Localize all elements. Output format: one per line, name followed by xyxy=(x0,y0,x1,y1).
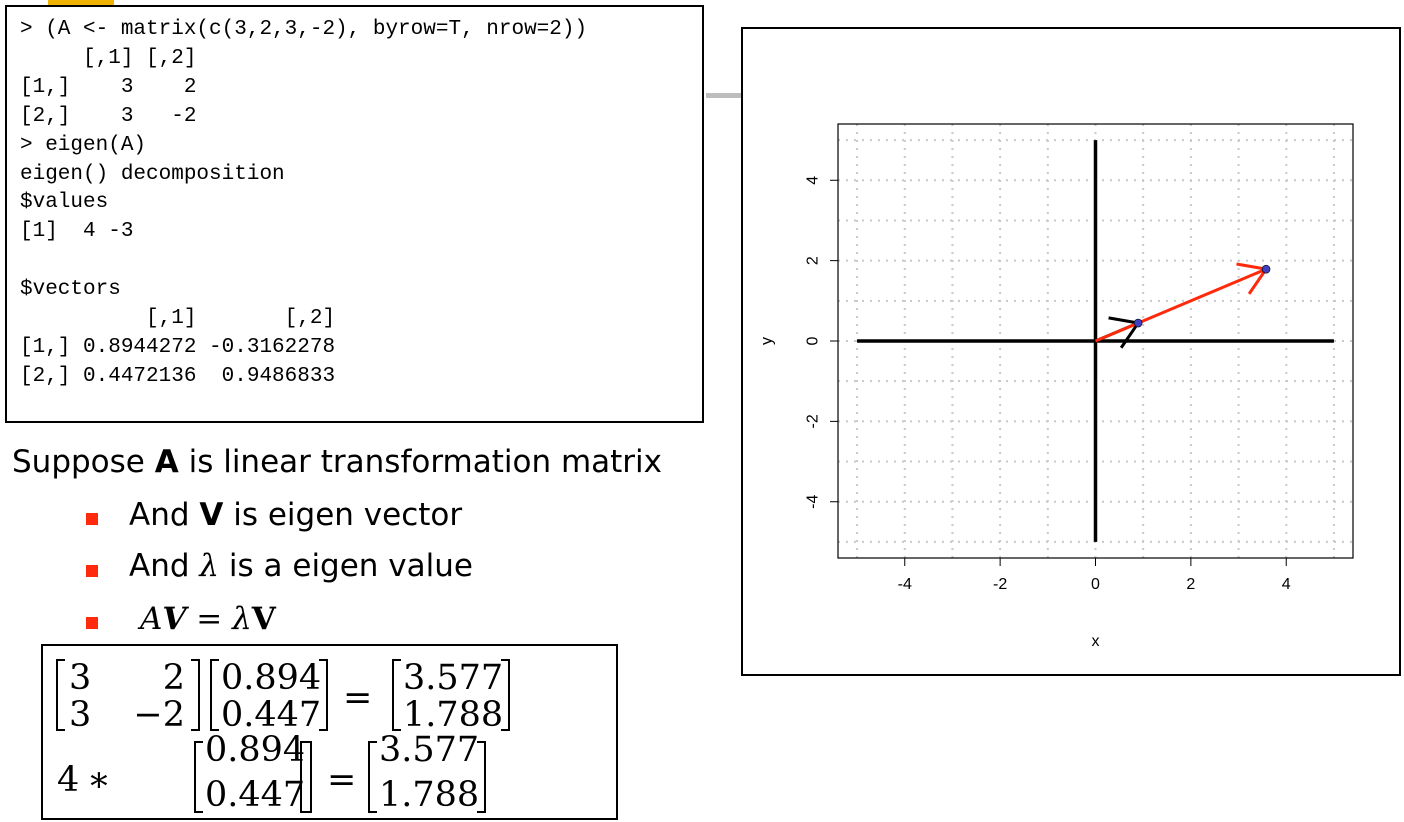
equals-sign: = xyxy=(327,760,356,800)
x-tick-label: 2 xyxy=(1186,576,1195,593)
bracket-left xyxy=(392,659,401,731)
matrix-a12: 2 xyxy=(163,658,185,698)
console-line: [1] 4 -3 xyxy=(20,220,134,244)
bullet-square xyxy=(86,565,98,577)
arrow-head xyxy=(1247,268,1268,295)
matrix-a11: 3 xyxy=(69,658,91,698)
data-point xyxy=(1261,264,1271,274)
result-2: 1.788 xyxy=(379,775,479,815)
y-tick-label: -4 xyxy=(805,495,822,509)
equals-sign: = xyxy=(343,678,372,718)
bracket-right xyxy=(477,741,486,813)
r-console-output: > (A <- matrix(c(3,2,3,-2), byrow=T, nro… xyxy=(5,5,704,423)
y-tick-label: 2 xyxy=(805,256,822,265)
bullet-square xyxy=(86,617,98,629)
vector-v1: 0.894 xyxy=(221,658,321,698)
console-line: [,1] [,2] xyxy=(20,307,336,331)
matrix-product-equation xyxy=(56,659,510,813)
bullet-equation: AV = λV xyxy=(140,601,276,637)
accent-strip xyxy=(48,0,114,5)
console-line: > (A <- matrix(c(3,2,3,-2), byrow=T, nro… xyxy=(20,18,588,41)
console-line: [1,] 3 2 xyxy=(20,75,197,99)
result-2: 1.788 xyxy=(403,695,503,735)
console-line: [2,] 0.4472136 0.9486833 xyxy=(20,364,336,388)
bracket-right xyxy=(319,659,328,731)
vector-v1: 0.894 xyxy=(205,730,305,770)
y-tick-label: -2 xyxy=(805,414,822,428)
bracket-left xyxy=(210,659,219,731)
console-line: $vectors xyxy=(20,278,121,302)
bracket-left xyxy=(56,659,65,731)
bracket-right xyxy=(501,659,510,731)
lambda-symbol: λ xyxy=(199,548,220,584)
matrix-a21: 3 xyxy=(69,695,91,735)
bracket-left xyxy=(194,741,203,813)
matrix-a22: −2 xyxy=(133,695,185,735)
y-tick-label: 0 xyxy=(805,336,822,345)
bracket-left xyxy=(300,741,309,813)
bracket-left xyxy=(368,741,377,813)
x-tick-label: 0 xyxy=(1091,576,1100,593)
y-tick-label: 4 xyxy=(805,176,822,185)
gray-divider xyxy=(706,93,744,98)
bullet-eigen-value: And λ is a eigen value xyxy=(129,548,473,584)
console-line: eigen() decomposition xyxy=(20,162,285,186)
arrow-shaft xyxy=(1094,267,1267,343)
eigen-vector-plot: -4 -2 0 2 4 -4 -2 0 2 4 x y xyxy=(759,123,1354,650)
times-sign: ∗ xyxy=(87,760,111,800)
result-1: 3.577 xyxy=(403,658,503,698)
console-line: [1,] 0.8944272 -0.3162278 xyxy=(20,335,336,359)
console-line: [,1] [,2] xyxy=(20,46,197,70)
arrow-head xyxy=(1119,322,1140,349)
plot-frame: -4 -2 0 2 4 -4 -2 0 2 4 x y xyxy=(741,27,1401,676)
bullet-square xyxy=(86,513,98,525)
console-line: [2,] 3 -2 xyxy=(20,104,197,128)
vector-symbol: V xyxy=(199,497,224,533)
console-line: > eigen(A) xyxy=(20,133,147,157)
console-text: > (A <- matrix(c(3,2,3,-2), byrow=T, nro… xyxy=(7,7,702,392)
vector-v2: 0.447 xyxy=(221,695,321,735)
bracket-right xyxy=(191,659,200,731)
vector-v2: 0.447 xyxy=(205,775,305,815)
caption-text: Suppose A is linear transformation matri… xyxy=(12,444,663,480)
data-point xyxy=(1133,318,1143,328)
eigenvalue-scalar: 4 xyxy=(57,760,79,800)
y-axis-label: y xyxy=(759,337,776,345)
matrix-symbol: A xyxy=(154,444,179,480)
equation-box: 3 2 3 −2 0.894 0.447 = 3.577 1.788 4 ∗ 0… xyxy=(41,644,618,820)
console-line: $values xyxy=(20,191,109,215)
x-axis-label: x xyxy=(1092,633,1100,650)
arrow-head xyxy=(1108,316,1139,325)
x-tick-label: -2 xyxy=(993,576,1007,593)
result-1: 3.577 xyxy=(379,730,479,770)
x-tick-label: 4 xyxy=(1282,576,1291,593)
bullet-eigen-vector: And V is eigen vector xyxy=(129,497,463,533)
x-tick-label: -4 xyxy=(898,576,912,593)
arrow-head xyxy=(1236,262,1267,271)
